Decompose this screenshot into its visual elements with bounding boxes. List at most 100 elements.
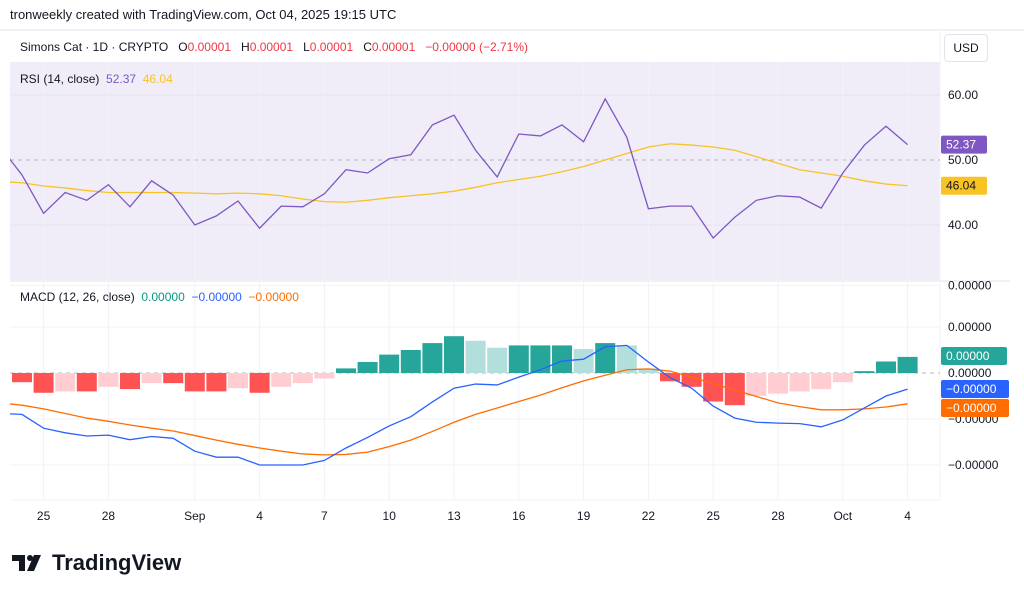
rsi-ma-last-value: 46.04 xyxy=(946,179,976,193)
macd-histogram-bar xyxy=(573,349,594,373)
change-value: −0.00000 (−2.71%) xyxy=(425,40,529,54)
tradingview-logo[interactable]: TradingView xyxy=(12,550,181,576)
signal-last-value: −0.00000 xyxy=(946,401,997,415)
macd-histogram-bar xyxy=(120,373,140,390)
macd-histogram-bar xyxy=(76,373,97,392)
macd-tick-label: −0.00000 xyxy=(948,458,999,472)
time-tick-label: 10 xyxy=(383,509,397,523)
signal-last-value-bg xyxy=(941,399,1009,417)
macd-histogram-bar xyxy=(249,373,270,393)
chart-title: tronweekly created with TradingView.com,… xyxy=(10,7,397,22)
rsi-legend: RSI (14, close) 52.37 46.04 xyxy=(20,72,173,86)
open-value: 0.00001 xyxy=(187,40,232,54)
rsi-ma-last-value-bg xyxy=(941,176,987,195)
macd-histogram-bar xyxy=(292,373,313,384)
macd-histogram-bar xyxy=(724,373,745,406)
rsi-last-value: 52.37 xyxy=(946,138,976,152)
rsi-pane-background xyxy=(10,62,940,280)
rsi-tick-label: 40.00 xyxy=(948,218,978,232)
macd-histogram-bar xyxy=(746,373,767,396)
time-tick-label: 4 xyxy=(904,509,911,523)
macd-histogram-bar xyxy=(12,373,32,383)
macd-histogram-bar xyxy=(163,373,184,384)
macd-histogram-bar xyxy=(508,345,529,373)
macd-histogram-bar xyxy=(422,343,443,373)
macd-hist-value: 0.00000 xyxy=(141,290,185,304)
time-tick-label: 28 xyxy=(771,509,785,523)
time-tick-label: Sep xyxy=(184,509,206,523)
macd-value: −0.00000 xyxy=(191,290,242,304)
macd-histogram-bar xyxy=(811,373,832,390)
macd-name[interactable]: MACD (12, 26, close) xyxy=(20,290,135,304)
currency-button[interactable]: USD xyxy=(944,34,988,62)
brand-name: TradingView xyxy=(52,550,182,575)
macd-histogram-bar xyxy=(98,373,119,387)
rsi-ma-line xyxy=(0,143,908,203)
rsi-name[interactable]: RSI (14, close) xyxy=(20,72,100,86)
low-value: 0.00001 xyxy=(309,40,354,54)
time-tick-label: 4 xyxy=(256,509,263,523)
macd-histogram-bar xyxy=(336,368,356,373)
macd-last-value-bg xyxy=(941,380,1009,398)
time-tick-label: 25 xyxy=(37,509,51,523)
macd-histogram-bar xyxy=(616,345,637,373)
signal-line xyxy=(0,368,908,456)
macd-histogram-bar xyxy=(832,373,853,383)
macd-line xyxy=(0,344,908,466)
hist-last-value: 0.00000 xyxy=(946,349,990,363)
close-label: C xyxy=(363,40,372,54)
macd-histogram-bar xyxy=(854,371,875,373)
open-label: O xyxy=(178,40,188,54)
macd-histogram-bar xyxy=(33,373,54,393)
rsi-tick-label: 60.00 xyxy=(948,88,978,102)
macd-histogram-bar xyxy=(271,373,292,387)
macd-histogram-bar xyxy=(184,373,205,392)
time-tick-label: 28 xyxy=(102,509,116,523)
macd-histogram-bar xyxy=(206,373,227,392)
symbol-legend: Simons Cat · 1D · CRYPTO O0.00001 H0.000… xyxy=(20,40,528,54)
time-tick-label: Oct xyxy=(833,509,852,523)
rsi-value: 52.37 xyxy=(106,72,137,86)
time-tick-label: 22 xyxy=(642,509,656,523)
macd-histogram-bar xyxy=(768,373,788,394)
macd-histogram-bar xyxy=(530,345,551,373)
time-tick-label: 16 xyxy=(512,509,526,523)
time-tick-label: 25 xyxy=(707,509,721,523)
macd-histogram-bar xyxy=(228,373,248,389)
macd-histogram-bar xyxy=(55,373,76,392)
symbol-name[interactable]: Simons Cat · 1D · CRYPTO xyxy=(20,40,169,54)
macd-histogram-bar xyxy=(552,345,572,373)
rsi-last-value-bg xyxy=(941,135,987,154)
rsi-tick-label: 50.00 xyxy=(948,153,978,167)
macd-histogram-bar xyxy=(465,340,486,373)
low-label: L xyxy=(303,40,310,54)
macd-histogram-bar xyxy=(444,336,464,373)
macd-histogram-bar xyxy=(379,354,400,373)
macd-last-value: −0.00000 xyxy=(946,382,997,396)
macd-histogram-bar xyxy=(314,373,335,379)
time-tick-label: 13 xyxy=(447,509,461,523)
macd-histogram-bar xyxy=(141,373,162,384)
rsi-ma-value: 46.04 xyxy=(142,72,173,86)
time-tick-label: 19 xyxy=(577,509,591,523)
hist-last-value-bg xyxy=(941,347,1007,365)
rsi-line xyxy=(0,97,909,240)
macd-histogram-bar xyxy=(595,343,616,373)
chart-canvas[interactable]: 60.00 50.00 40.00 0.00000 0.00000 0.00000 −0.0… xyxy=(0,0,1024,540)
macd-histogram-bar xyxy=(897,356,918,373)
signal-value: −0.00000 xyxy=(248,290,299,304)
macd-histogram-bar xyxy=(487,347,508,373)
macd-legend: MACD (12, 26, close) 0.00000 −0.00000 −0… xyxy=(20,290,299,304)
macd-histogram-bar xyxy=(876,361,896,373)
high-value: 0.00001 xyxy=(249,40,294,54)
high-label: H xyxy=(241,40,250,54)
macd-histogram-bar xyxy=(638,368,659,373)
macd-histogram-bar xyxy=(681,373,702,387)
macd-histogram-bar xyxy=(357,361,378,373)
macd-histogram-bar xyxy=(400,350,421,373)
macd-histogram-bar xyxy=(703,373,724,402)
macd-tick-label: 0.00000 xyxy=(948,279,992,293)
tradingview-logo-icon xyxy=(12,555,41,571)
time-tick-label: 7 xyxy=(321,509,328,523)
left-margin xyxy=(0,31,10,501)
